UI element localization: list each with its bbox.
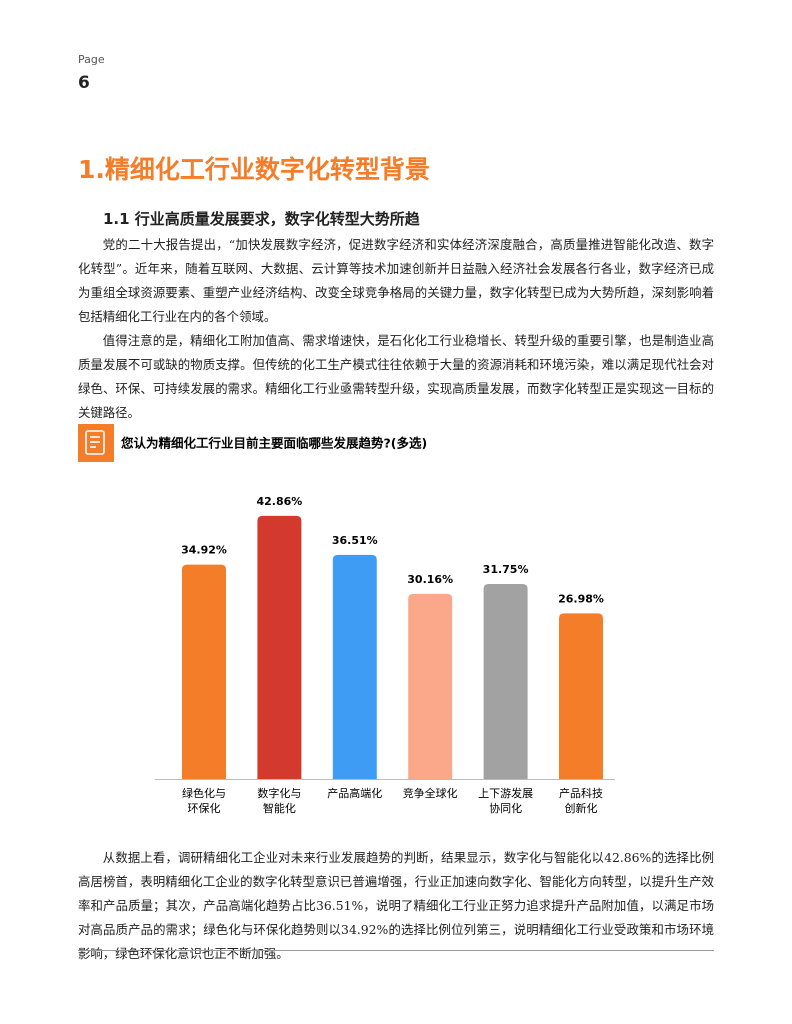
value-label: 42.86% bbox=[256, 495, 302, 508]
category-label: 产品科技 bbox=[559, 786, 603, 800]
icon-glyph bbox=[85, 430, 105, 455]
value-label: 31.75% bbox=[483, 563, 529, 576]
question-icon bbox=[78, 424, 114, 462]
bar bbox=[408, 593, 453, 779]
category-label: 创新化 bbox=[565, 801, 598, 815]
value-label: 26.98% bbox=[558, 592, 604, 605]
category-label: 数字化与 bbox=[257, 786, 301, 800]
body: 党的二十大报告提出，“加快发展数字经济，促进数字经济和实体经济深度融合，高质量推… bbox=[0, 233, 714, 425]
subtitle: 1.1 行业高质量发展要求，数字化转型大势所趋 bbox=[103, 210, 420, 228]
category-label: 绿色化与 bbox=[182, 786, 226, 800]
paragraph: 党的二十大报告提出，“加快发展数字经济，促进数字经济和实体经济深度融合，高质量推… bbox=[78, 237, 714, 324]
category-label: 上下游发展 bbox=[478, 786, 533, 800]
category-label: 智能化 bbox=[263, 801, 296, 815]
category-label: 竞争全球化 bbox=[403, 786, 458, 800]
bar bbox=[559, 613, 603, 779]
conclusion: 从数据上看，调研精细化工企业对未来行业发展趋势的判断，结果显示，数字化与智能化以… bbox=[78, 850, 714, 961]
chart-title: 您认为精细化工行业目前主要面临哪些发展趋势?(多选) bbox=[121, 436, 427, 451]
bar bbox=[483, 584, 528, 779]
value-label: 36.51% bbox=[332, 534, 378, 547]
category-label: 环保化 bbox=[188, 801, 221, 815]
page-label: Page bbox=[78, 53, 105, 66]
bar bbox=[257, 515, 302, 779]
category-label: 协同化 bbox=[489, 801, 522, 815]
value-label: 34.92% bbox=[181, 544, 227, 557]
page-number: 6 bbox=[78, 73, 90, 93]
value-label: 30.16% bbox=[407, 573, 453, 586]
paragraph: 值得注意的是，精细化工附加值高、需求增速快，是石化化工行业稳增长、转型升级的重要… bbox=[78, 333, 714, 420]
bar bbox=[182, 564, 226, 779]
bar bbox=[332, 554, 377, 779]
category-label: 产品高端化 bbox=[327, 786, 382, 800]
title: 1.精细化工行业数字化转型背景 bbox=[78, 155, 430, 184]
